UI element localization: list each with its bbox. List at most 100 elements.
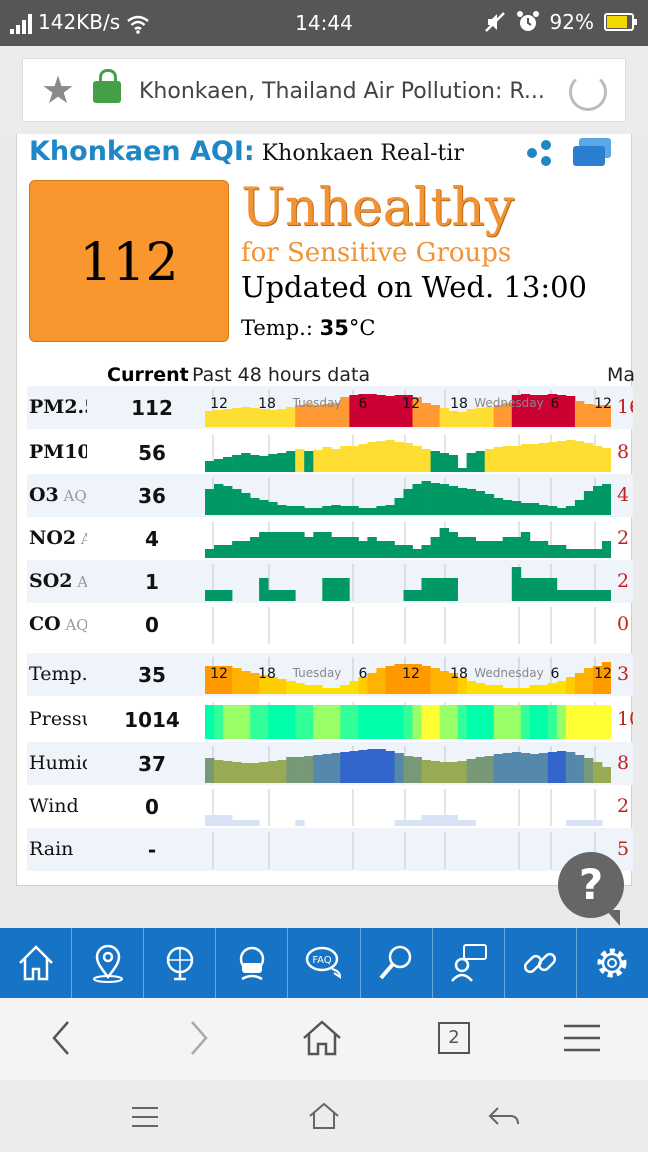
signal-icon [10, 14, 32, 34]
nav-link[interactable] [505, 928, 577, 998]
aqi-value-box: 112 [29, 180, 229, 342]
chart-bar [250, 673, 260, 694]
axis-tick-label: 12 [594, 666, 612, 682]
table-row[interactable]: CO AQI 0 0 [27, 603, 633, 646]
nav-feedback[interactable] [433, 928, 505, 998]
chart-bar [502, 500, 513, 515]
history-chart[interactable] [205, 560, 611, 603]
chart-bar [574, 441, 585, 472]
axis-tick-label: 6 [358, 396, 368, 412]
history-chart[interactable] [205, 603, 611, 646]
history-chart[interactable] [205, 698, 611, 741]
chart-bar [583, 549, 594, 558]
chart-bar [583, 758, 594, 783]
table-row[interactable]: Pressure 1014 10 [27, 698, 633, 741]
history-chart[interactable] [205, 517, 611, 560]
share-icon[interactable] [527, 140, 553, 166]
reload-icon[interactable] [569, 73, 607, 111]
row-max-value: 8 [617, 441, 630, 463]
nav-mask[interactable] [216, 928, 289, 998]
table-row[interactable]: Rain - 5 [27, 828, 633, 871]
history-chart[interactable] [205, 386, 611, 429]
chart-bar [331, 578, 341, 601]
address-bar[interactable]: ★ Khonkaen, Thailand Air Pollution: R... [22, 58, 626, 122]
table-row[interactable]: Wind 0 2 [27, 785, 633, 828]
aqi-card: Khonkaen AQI: Khonkaen Real-tir 112 Unhe… [16, 134, 635, 886]
chart-bar [376, 441, 386, 472]
nav-location[interactable] [72, 928, 145, 998]
city-aqi-link[interactable]: Khonkaen AQI [29, 136, 244, 167]
table-row[interactable]: PM10 56 8 [27, 431, 633, 474]
browser-home-icon[interactable] [300, 1016, 344, 1060]
axis-tick-label: 18 [450, 396, 468, 412]
chart-bar [241, 407, 251, 427]
chart-bar [250, 537, 260, 558]
chart-bar [529, 541, 540, 558]
row-current-value: 112 [131, 396, 173, 420]
axis-tick-label: 6 [550, 396, 560, 412]
back-icon[interactable] [40, 1016, 84, 1060]
chart-bar [538, 578, 549, 601]
table-row[interactable]: PM2.5 112 16 [27, 386, 633, 429]
chart-bar [466, 681, 476, 694]
nav-search[interactable] [361, 928, 433, 998]
secure-lock-icon[interactable] [93, 69, 121, 103]
history-chart[interactable] [205, 431, 611, 474]
nav-home[interactable] [0, 928, 73, 998]
chart-bar [593, 666, 603, 694]
row-name: NO2 [29, 527, 77, 549]
chart-bar [520, 444, 531, 472]
history-chart[interactable] [205, 828, 611, 871]
chart-bar [277, 532, 287, 558]
chart-bar [223, 761, 233, 783]
row-label: CO AQI [29, 613, 87, 635]
chart-bar [304, 451, 314, 472]
chart-bar [295, 757, 305, 783]
chart-bar [214, 545, 224, 558]
bookmark-star-icon[interactable]: ★ [41, 68, 76, 112]
chart-bar [538, 685, 549, 694]
chart-bar [412, 664, 422, 694]
system-back-icon[interactable] [486, 1102, 522, 1132]
nav-faq[interactable]: FAQ [288, 928, 361, 998]
table-row[interactable]: NO2 AQI 4 2 [27, 517, 633, 560]
tabs-button[interactable]: 2 [438, 1022, 470, 1054]
history-chart[interactable] [205, 653, 611, 696]
history-chart[interactable] [205, 742, 611, 785]
chart-bar [484, 705, 495, 739]
chart-bar [349, 681, 359, 694]
chart-bar [583, 705, 594, 739]
nav-settings[interactable] [577, 928, 648, 998]
page-title-url[interactable]: Khonkaen, Thailand Air Pollution: R... [139, 79, 545, 104]
chart-bar [205, 461, 215, 472]
chart-bar [538, 443, 549, 472]
forward-icon[interactable] [176, 1016, 220, 1060]
table-row[interactable]: Temp. 35 3 [27, 653, 633, 696]
chart-bar [394, 705, 404, 739]
chart-bar [223, 815, 233, 826]
help-icon[interactable]: ? [558, 852, 624, 926]
chart-bar [340, 705, 350, 739]
history-chart[interactable] [205, 785, 611, 828]
chart-bar [250, 763, 260, 783]
chart-bar [394, 820, 404, 826]
chart-bar [385, 396, 395, 427]
table-row[interactable]: SO2 AQI 1 2 [27, 560, 633, 603]
system-home-icon[interactable] [306, 1100, 342, 1132]
menu-icon[interactable] [560, 1016, 604, 1060]
table-row[interactable]: Humidity 37 8 [27, 742, 633, 785]
history-chart[interactable] [205, 474, 611, 517]
row-name: SO2 [29, 570, 73, 592]
row-max-value: 8 [617, 752, 630, 774]
browser-toolbar: 2 [0, 998, 648, 1080]
status-time: 14:44 [295, 11, 353, 35]
chart-bar [602, 705, 611, 739]
recent-apps-icon[interactable] [128, 1102, 162, 1132]
chart-bar [475, 408, 486, 427]
table-row[interactable]: O3 AQI 36 4 [27, 474, 633, 517]
nav-globe[interactable] [144, 928, 217, 998]
row-current-value: 35 [138, 663, 166, 687]
location-pin-icon [92, 944, 123, 983]
site-nav-bar: FAQ [0, 928, 648, 998]
chart-bar [574, 673, 585, 694]
